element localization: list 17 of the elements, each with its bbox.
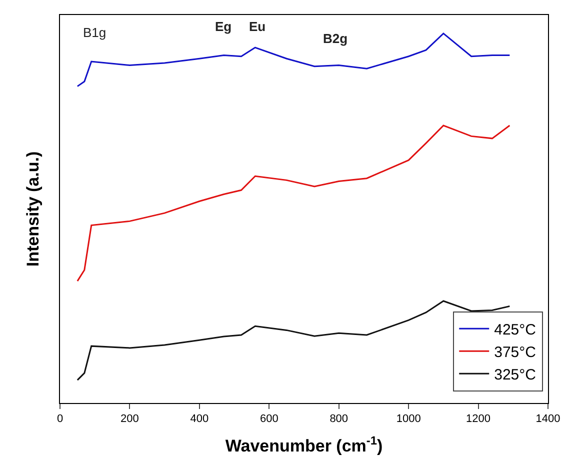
annotation: Eu bbox=[249, 19, 266, 34]
x-tick-label: 200 bbox=[120, 413, 139, 426]
x-tick-label: 600 bbox=[260, 413, 278, 426]
x-tick-label: 1000 bbox=[396, 413, 421, 426]
annotation: B1g bbox=[83, 25, 106, 40]
x-tick-label: 0 bbox=[56, 413, 64, 426]
legend-label: 375°C bbox=[494, 344, 536, 361]
x-tick-label: 1200 bbox=[466, 413, 491, 426]
legend-label: 325°C bbox=[494, 366, 536, 384]
x-tick-label: 400 bbox=[190, 413, 209, 426]
x-tick-label: 800 bbox=[330, 413, 348, 426]
x-axis-title: Wavenumber (cm$^{-1}$) bbox=[225, 433, 383, 456]
legend-label: 425°C bbox=[494, 321, 536, 338]
annotation: B2g bbox=[323, 31, 348, 46]
annotation: Eg bbox=[215, 19, 232, 34]
x-tick-label: 1400 bbox=[536, 413, 560, 426]
y-axis-title: Intensity (a.u.) bbox=[24, 151, 43, 267]
